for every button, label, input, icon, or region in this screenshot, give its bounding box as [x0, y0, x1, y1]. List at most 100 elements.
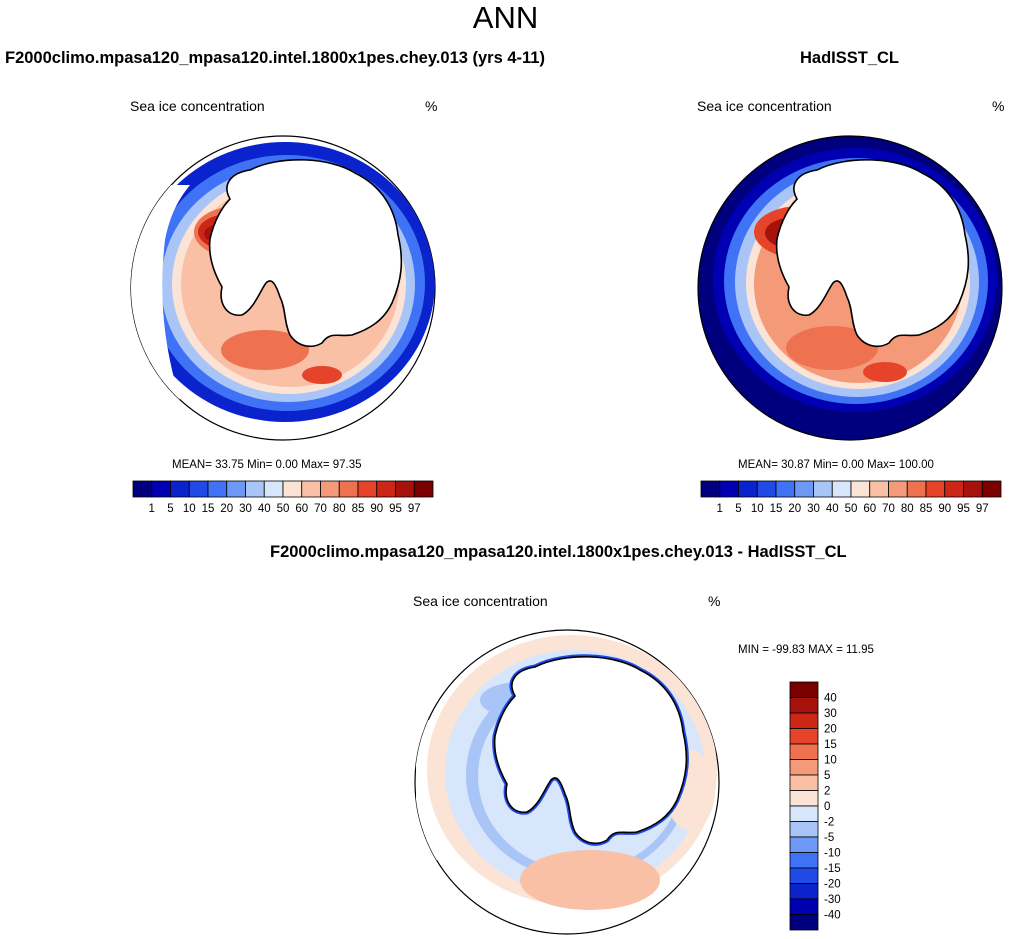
panel-1-colorbar-swatch	[245, 480, 265, 498]
panel-3-colorbar-tick-label: -10	[824, 848, 841, 860]
panel-2-colorbar-swatch	[738, 480, 758, 498]
panel-2-title: HadISST_CL	[800, 49, 900, 67]
panel-2-colorbar-tick-label: 1	[717, 503, 723, 515]
panel-2-colorbar: 1 5 10 15 20 30 40 50 60 70 80 85 90 95 97	[700, 480, 1002, 515]
panel-2-colorbar-tick-label: 97	[976, 503, 989, 515]
panel-2-colorbar-swatch	[981, 480, 1002, 498]
panel-3-colorbar-swatch	[789, 914, 819, 931]
panel-1-variable: Sea ice concentration	[130, 98, 265, 114]
panel-2-colorbar-swatch	[719, 480, 739, 498]
panel-1-colorbar-swatch	[376, 480, 396, 498]
panel-3-colorbar-swatch	[789, 867, 819, 884]
panel-1-colorbar-tick-label: 85	[352, 503, 365, 515]
panel-2-variable: Sea ice concentration	[697, 98, 832, 114]
panel-1-colorbar-swatch	[151, 480, 171, 498]
panel-2-colorbar-swatch	[963, 480, 983, 498]
panel-1-colorbar-tick-label: 90	[370, 503, 383, 515]
panel-1-map	[130, 135, 436, 441]
panel-2-colorbar-swatch	[756, 480, 777, 498]
panel-2-colorbar-tick-label: 60	[863, 503, 876, 515]
panel-2-colorbar-swatch	[944, 480, 964, 498]
panel-3-colorbar-swatch	[789, 697, 819, 714]
panel-1-colorbar-tick-label: 10	[183, 503, 196, 515]
panel-1-colorbar-tick-label: 50	[277, 503, 290, 515]
panel-3-stats: MIN = -99.83 MAX = 11.95	[738, 644, 874, 656]
panel-2-colorbar-swatch	[888, 480, 908, 498]
panel-1-colorbar-tick-label: 1	[149, 503, 155, 515]
panel-3-colorbar-tick-label: -30	[824, 894, 841, 906]
panel-3-colorbar-tick-label: 20	[824, 724, 837, 736]
panel-1-stats: MEAN= 33.75 Min= 0.00 Max= 97.35	[172, 459, 362, 471]
panel-1-colorbar-swatch	[207, 480, 228, 498]
panel-3-colorbar-tick-label: 2	[824, 786, 830, 798]
panel-1-colorbar-tick-label: 30	[239, 503, 252, 515]
panel-3-colorbar-tick-label: 15	[824, 739, 837, 751]
panel-3-colorbar-swatch	[789, 821, 819, 838]
panel-1-colorbar-tick-label: 40	[258, 503, 271, 515]
panel-2-colorbar-tick-label: 85	[920, 503, 933, 515]
panel-2-colorbar-tick-label: 5	[735, 503, 741, 515]
panel-1-colorbar-swatch	[357, 480, 378, 498]
panel-3-variable: Sea ice concentration	[413, 593, 548, 609]
panel-1-colorbar-swatch	[282, 480, 303, 498]
panel-2-colorbar-swatch	[906, 480, 927, 498]
panel-2-units: %	[992, 98, 1005, 114]
panel-3-colorbar-tick-label: -20	[824, 879, 841, 891]
panel-1-colorbar-tick-label: 60	[295, 503, 308, 515]
panel-1-units: %	[425, 98, 438, 114]
panel-3-colorbar-tick-label: 0	[824, 801, 830, 813]
panel-1-colorbar-swatch	[188, 480, 209, 498]
panel-1-colorbar-swatch	[338, 480, 359, 498]
panel-3-colorbar-swatch	[789, 790, 819, 807]
panel-3-colorbar-swatch	[789, 898, 819, 915]
panel-3-colorbar-tick-label: 30	[824, 708, 837, 720]
panel-1-colorbar-tick-label: 97	[408, 503, 421, 515]
panel-1-colorbar-tick-label: 5	[167, 503, 173, 515]
panel-3-colorbar-swatch	[789, 852, 819, 869]
panel-2-colorbar-swatch	[775, 480, 796, 498]
panel-2-colorbar-swatch	[700, 480, 721, 498]
page-title: ANN	[472, 0, 539, 35]
panel-2-colorbar-swatch	[850, 480, 871, 498]
panel-2-stats: MEAN= 30.87 Min= 0.00 Max= 100.00	[738, 459, 934, 471]
panel-3-colorbar-swatch	[789, 728, 819, 745]
panel-2-colorbar-swatch	[831, 480, 852, 498]
panel-2-colorbar-swatch	[813, 480, 833, 498]
panel-2-colorbar-swatch	[794, 480, 814, 498]
panel-2-colorbar-tick-label: 10	[751, 503, 764, 515]
panel-3-colorbar-tick-label: -15	[824, 863, 841, 875]
panel-1-colorbar-tick-label: 70	[314, 503, 327, 515]
panel-3-colorbar-swatch	[789, 743, 819, 760]
panel-1-colorbar-swatch	[301, 480, 321, 498]
panel-2-colorbar-tick-label: 50	[845, 503, 858, 515]
panel-3-units: %	[708, 593, 721, 609]
panel-3-map	[414, 629, 720, 935]
panel-1-colorbar-tick-label: 15	[202, 503, 215, 515]
panel-1-colorbar-swatch	[320, 480, 340, 498]
panel-3-colorbar-swatch	[789, 836, 819, 853]
panel-1-colorbar-swatch	[263, 480, 284, 498]
panel-2-map	[697, 135, 1003, 441]
panel-1-colorbar-swatch	[132, 480, 153, 498]
panel-2-colorbar-tick-label: 95	[957, 503, 970, 515]
panel-1-title: F2000climo.mpasa120_mpasa120.intel.1800x…	[5, 49, 545, 67]
panel-3-colorbar-swatch	[789, 774, 819, 791]
panel-3-colorbar-swatch	[789, 805, 819, 822]
panel-1-colorbar-swatch	[395, 480, 415, 498]
panel-3-colorbar-swatch	[789, 681, 819, 698]
panel-1-colorbar-swatch	[170, 480, 190, 498]
panel-3-colorbar-tick-label: -5	[824, 832, 834, 844]
panel-3-colorbar-swatch	[789, 883, 819, 900]
panel-3-colorbar-tick-label: 40	[824, 693, 837, 705]
panel-2-colorbar-tick-label: 40	[826, 503, 839, 515]
panel-3-colorbar-tick-label: 10	[824, 755, 837, 767]
panel-1-colorbar-swatch	[413, 480, 434, 498]
panel-3-colorbar-swatch	[789, 712, 819, 729]
panel-3-title: F2000climo.mpasa120_mpasa120.intel.1800x…	[270, 543, 847, 561]
panel-3-colorbar-tick-label: 5	[824, 770, 830, 782]
panel-1-colorbar: 1 5 10 15 20 30 40 50 60 70 80 85 90 95 97	[132, 480, 434, 515]
panel-3-colorbar-tick-label: -40	[824, 910, 841, 922]
panel-1-colorbar-swatch	[226, 480, 246, 498]
